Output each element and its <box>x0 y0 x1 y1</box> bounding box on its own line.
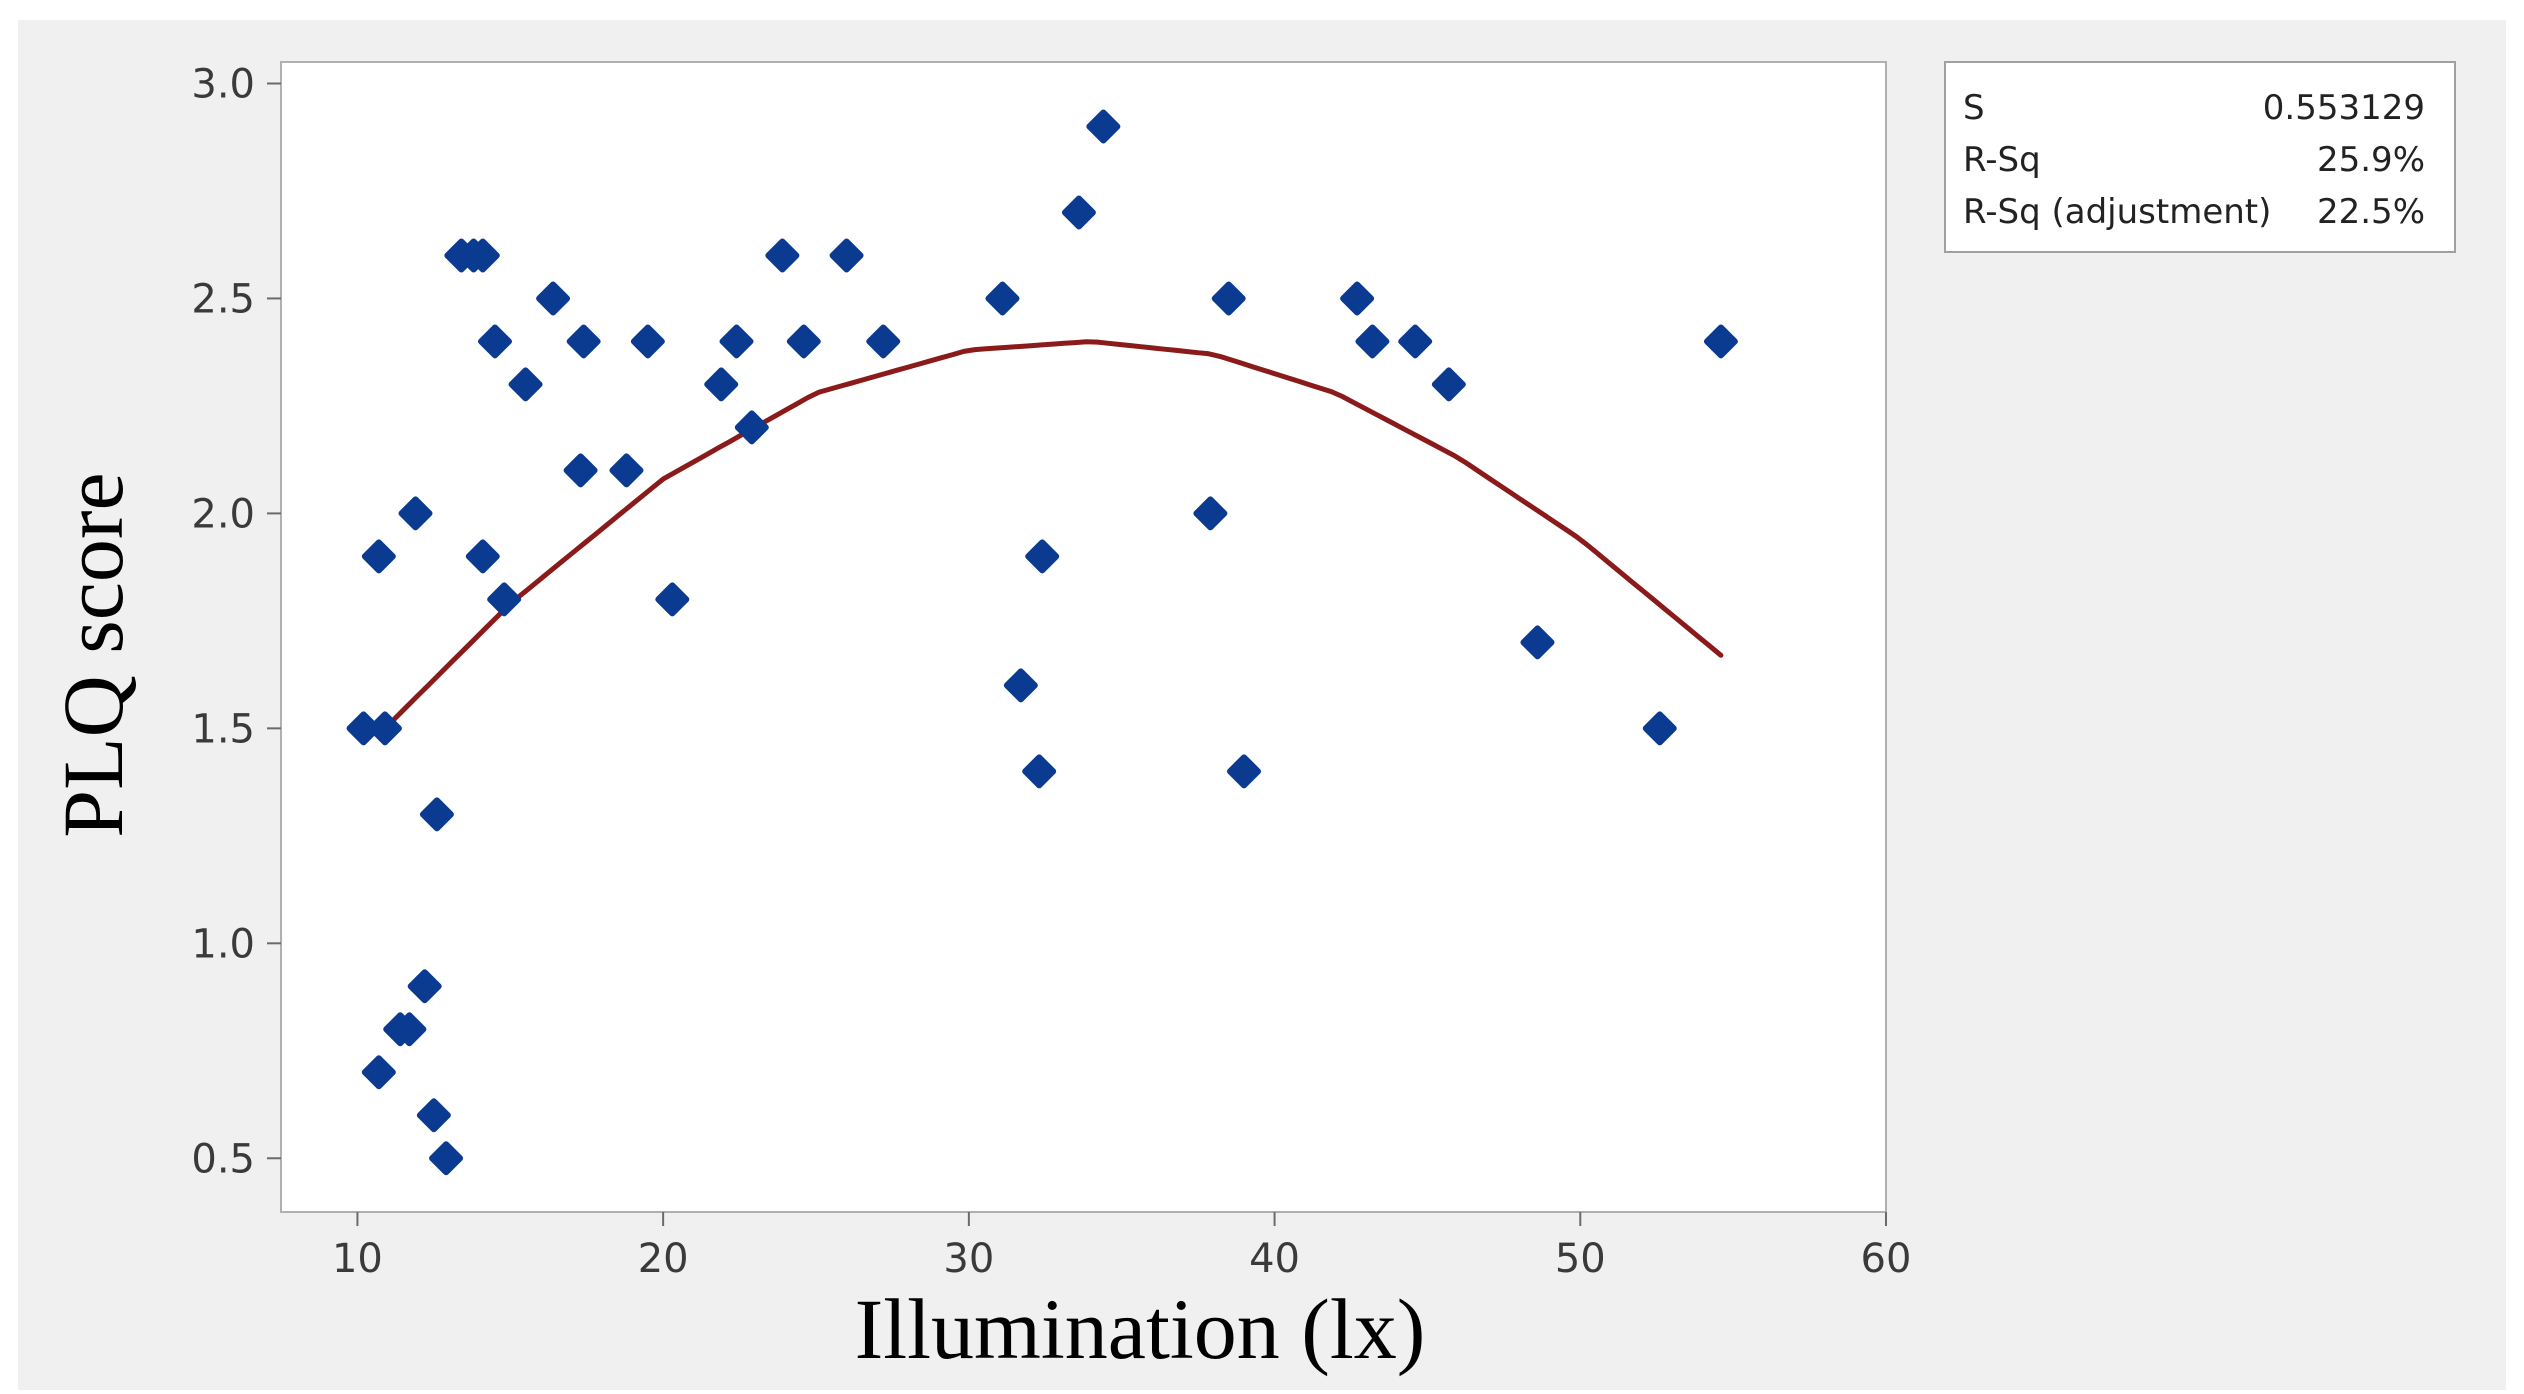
scatter-point <box>829 238 864 273</box>
scatter-point <box>1520 625 1555 660</box>
stats-value-s: 0.553129 <box>2263 88 2425 128</box>
x-tick-label: 30 <box>943 1236 994 1282</box>
scatter-point <box>866 324 901 359</box>
scatter-point <box>416 1098 451 1133</box>
scatter-point <box>1642 711 1677 746</box>
y-tick-label: 1.5 <box>191 706 255 752</box>
scatter-point <box>609 453 644 488</box>
scatter-point <box>367 711 402 746</box>
scatter-point <box>465 238 500 273</box>
y-axis-title: PLQ score <box>45 472 141 837</box>
x-tick-label: 10 <box>332 1236 383 1282</box>
scatter-point <box>361 539 396 574</box>
x-axis-title: Illumination (lx) <box>855 1281 1426 1377</box>
scatter-point <box>1431 367 1466 402</box>
scatter-point <box>536 281 571 316</box>
scatter-point <box>1227 754 1261 789</box>
quadratic-fit-line <box>382 339 1724 731</box>
stats-value-rsq-adj: 22.5% <box>2317 192 2425 232</box>
scatter-points-layer <box>346 109 1738 1176</box>
stats-box: S 0.553129 R-Sq 25.9% R-Sq (adjustment) … <box>1944 61 2456 253</box>
plot-area <box>280 61 1887 1213</box>
y-axis: 0.5 1.0 1.5 2.0 2.5 3.0 <box>191 61 281 1182</box>
scatter-point <box>1193 496 1228 531</box>
x-axis: 10 20 30 40 50 60 <box>332 1212 1911 1282</box>
scatter-point <box>765 238 800 273</box>
scatter-point <box>655 582 690 617</box>
scatter-point <box>1340 281 1375 316</box>
scatter-point <box>487 582 522 617</box>
scatter-point <box>566 324 601 359</box>
stats-label-rsq-adj: R-Sq (adjustment) <box>1963 192 2271 232</box>
scatter-point <box>1211 281 1246 316</box>
scatter-point <box>563 453 598 488</box>
scatter-point <box>478 324 512 359</box>
x-tick-label: 20 <box>638 1236 689 1282</box>
y-tick-label: 2.5 <box>191 276 255 322</box>
x-tick-label: 60 <box>1861 1236 1912 1282</box>
x-tick-label: 40 <box>1249 1236 1300 1282</box>
stats-value-rsq: 25.9% <box>2317 140 2425 180</box>
scatter-point <box>1355 324 1390 359</box>
scatter-point <box>786 324 821 359</box>
scatter-point <box>508 367 543 402</box>
stats-label-s: S <box>1963 88 1985 128</box>
scatter-point <box>1086 109 1121 144</box>
scatter-point <box>1061 195 1096 230</box>
y-tick-label: 0.5 <box>191 1136 255 1182</box>
scatter-point <box>1003 668 1038 703</box>
scatter-point <box>630 324 665 359</box>
scatter-point <box>419 797 454 832</box>
stats-box-frame <box>1944 61 2456 253</box>
scatter-point <box>361 1055 396 1090</box>
scatter-point <box>1022 754 1057 789</box>
y-tick-label: 3.0 <box>191 61 255 107</box>
scatter-point <box>465 539 500 574</box>
y-tick-label: 1.0 <box>191 921 255 967</box>
y-tick-label: 2.0 <box>191 491 255 537</box>
stats-label-rsq: R-Sq <box>1963 140 2041 180</box>
scatter-point <box>392 1012 427 1047</box>
scatter-point <box>719 324 754 359</box>
scatter-point <box>704 367 739 402</box>
scatter-point <box>1398 324 1433 359</box>
scatter-point <box>429 1141 464 1176</box>
scatter-point <box>407 969 442 1004</box>
x-tick-label: 50 <box>1555 1236 1606 1282</box>
scatter-point <box>1025 539 1060 574</box>
fit-curve-layer <box>382 339 1724 731</box>
scatter-point <box>985 281 1020 316</box>
scatter-point <box>734 410 769 445</box>
scatter-point <box>398 496 433 531</box>
scatter-point <box>1703 324 1738 359</box>
